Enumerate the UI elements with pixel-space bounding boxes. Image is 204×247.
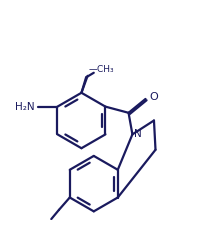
Text: —CH₃: —CH₃ (88, 64, 114, 74)
Text: O: O (149, 92, 158, 102)
Text: H₂N: H₂N (15, 102, 34, 112)
Text: N: N (134, 129, 142, 139)
